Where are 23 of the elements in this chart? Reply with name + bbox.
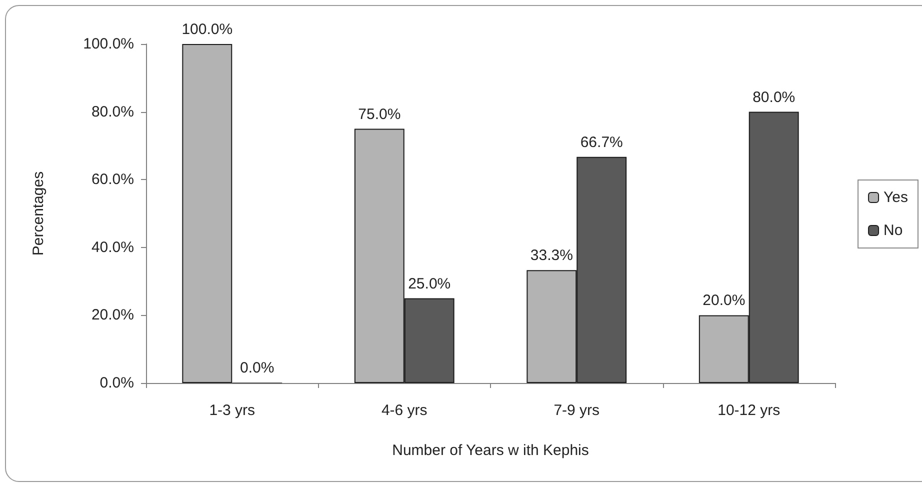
- data-label: 100.0%: [182, 21, 233, 38]
- data-label: 25.0%: [408, 275, 451, 292]
- y-axis-title: Percentages: [30, 171, 47, 256]
- data-label: 80.0%: [752, 88, 796, 106]
- x-tick-label: 4-6 yrs: [381, 402, 428, 419]
- bar: [182, 44, 232, 383]
- y-tick-label: 100.0%: [83, 36, 134, 52]
- x-tick-label: 1-3 yrs: [209, 402, 256, 419]
- data-label: 66.7%: [580, 134, 623, 151]
- x-axis-title: Number of Years w ith Kephis: [392, 442, 589, 459]
- y-tick-label: 80.0%: [91, 103, 134, 120]
- x-tick-label: 10-12 yrs: [718, 402, 780, 419]
- y-tick-label: 20.0%: [91, 306, 134, 324]
- data-label: 33.3%: [530, 247, 573, 264]
- x-tick-label: 7-9 yrs: [554, 402, 600, 419]
- y-tick-label: 0.0%: [100, 374, 134, 392]
- data-label: 75.0%: [358, 106, 401, 123]
- data-label: 20.0%: [702, 292, 746, 310]
- legend-label: No: [884, 222, 903, 239]
- data-label: 0.0%: [240, 360, 274, 376]
- y-tick-label: 40.0%: [91, 238, 134, 256]
- legend-label: Yes: [884, 189, 908, 206]
- y-tick-label: 60.0%: [91, 171, 134, 188]
